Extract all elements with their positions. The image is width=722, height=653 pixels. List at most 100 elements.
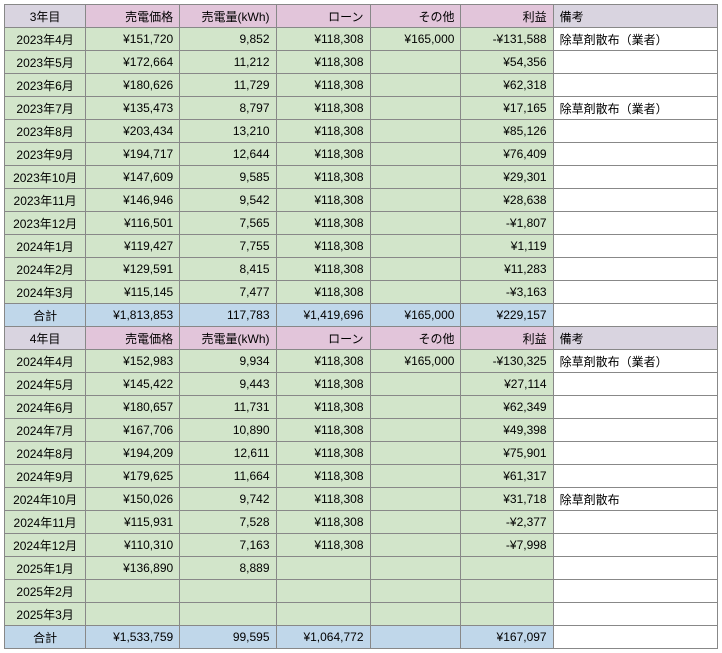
- col-header: 備考: [553, 327, 717, 350]
- cell: [370, 511, 461, 534]
- cell: ¥118,308: [276, 534, 370, 557]
- cell: ¥115,931: [86, 511, 180, 534]
- cell: -¥1,807: [461, 212, 553, 235]
- cell: [370, 281, 461, 304]
- cell: 11,729: [180, 74, 276, 97]
- data-row: 2024年6月¥180,65711,731¥118,308¥62,349: [5, 396, 718, 419]
- data-row: 2025年3月: [5, 603, 718, 626]
- cell: [370, 603, 461, 626]
- cell: [370, 373, 461, 396]
- cell: [553, 258, 717, 281]
- cell: 7,528: [180, 511, 276, 534]
- subtotal-cell: [553, 626, 717, 649]
- cell: ¥172,664: [86, 51, 180, 74]
- cell: ¥118,308: [276, 511, 370, 534]
- cell: 2025年3月: [5, 603, 86, 626]
- cell: [553, 281, 717, 304]
- cell: ¥118,308: [276, 396, 370, 419]
- cell: [553, 465, 717, 488]
- subtotal-cell: ¥1,419,696: [276, 304, 370, 327]
- col-header: 売電価格: [86, 327, 180, 350]
- col-header: ローン: [276, 327, 370, 350]
- cell: 2024年5月: [5, 373, 86, 396]
- cell: [370, 51, 461, 74]
- cell: [180, 580, 276, 603]
- cell: 9,852: [180, 28, 276, 51]
- cell: 2024年11月: [5, 511, 86, 534]
- cell: [370, 465, 461, 488]
- subtotal-cell: [553, 304, 717, 327]
- cell: 9,542: [180, 189, 276, 212]
- cell: ¥118,308: [276, 465, 370, 488]
- cell: ¥180,626: [86, 74, 180, 97]
- cell: 2025年1月: [5, 557, 86, 580]
- cell: 除草剤散布: [553, 488, 717, 511]
- cell: 9,934: [180, 350, 276, 373]
- cell: [370, 488, 461, 511]
- cell: 7,565: [180, 212, 276, 235]
- subtotal-cell: [370, 626, 461, 649]
- cell: ¥129,591: [86, 258, 180, 281]
- cell: -¥7,998: [461, 534, 553, 557]
- cell: 2024年2月: [5, 258, 86, 281]
- subtotal-cell: ¥1,064,772: [276, 626, 370, 649]
- cell: [553, 212, 717, 235]
- data-row: 2023年9月¥194,71712,644¥118,308¥76,409: [5, 143, 718, 166]
- cell: ¥118,308: [276, 373, 370, 396]
- cell: [276, 580, 370, 603]
- cell: ¥167,706: [86, 419, 180, 442]
- cell: ¥118,308: [276, 419, 370, 442]
- cell: 11,731: [180, 396, 276, 419]
- cell: ¥76,409: [461, 143, 553, 166]
- cell: ¥54,356: [461, 51, 553, 74]
- cell: 11,212: [180, 51, 276, 74]
- col-header: 売電量(kWh): [180, 327, 276, 350]
- cell: 除草剤散布（業者）: [553, 97, 717, 120]
- cell: 7,477: [180, 281, 276, 304]
- cell: 2023年11月: [5, 189, 86, 212]
- data-row: 2025年2月: [5, 580, 718, 603]
- cell: 2024年8月: [5, 442, 86, 465]
- cell: ¥118,308: [276, 143, 370, 166]
- cell: ¥110,310: [86, 534, 180, 557]
- cell: [553, 143, 717, 166]
- data-row: 2023年8月¥203,43413,210¥118,308¥85,126: [5, 120, 718, 143]
- cell: 7,163: [180, 534, 276, 557]
- cell: [553, 603, 717, 626]
- cell: 2025年2月: [5, 580, 86, 603]
- cell: ¥118,308: [276, 166, 370, 189]
- cell: 8,415: [180, 258, 276, 281]
- data-row: 2023年12月¥116,5017,565¥118,308-¥1,807: [5, 212, 718, 235]
- cell: [276, 603, 370, 626]
- cell: 2023年6月: [5, 74, 86, 97]
- cell: 除草剤散布（業者）: [553, 28, 717, 51]
- cell: [461, 603, 553, 626]
- cell: [553, 166, 717, 189]
- cell: ¥165,000: [370, 350, 461, 373]
- cell: ¥118,308: [276, 28, 370, 51]
- cell: 12,611: [180, 442, 276, 465]
- cell: [370, 166, 461, 189]
- cell: ¥180,657: [86, 396, 180, 419]
- cell: [370, 258, 461, 281]
- cell: ¥62,318: [461, 74, 553, 97]
- data-row: 2024年4月¥152,9839,934¥118,308¥165,000-¥13…: [5, 350, 718, 373]
- cell: 2023年4月: [5, 28, 86, 51]
- cell: 7,755: [180, 235, 276, 258]
- cell: 13,210: [180, 120, 276, 143]
- cell: ¥118,308: [276, 350, 370, 373]
- cell: ¥62,349: [461, 396, 553, 419]
- subtotal-cell: ¥1,533,759: [86, 626, 180, 649]
- cell: ¥29,301: [461, 166, 553, 189]
- cell: ¥116,501: [86, 212, 180, 235]
- cell: ¥152,983: [86, 350, 180, 373]
- data-row: 2023年6月¥180,62611,729¥118,308¥62,318: [5, 74, 718, 97]
- cell: [370, 442, 461, 465]
- cell: ¥118,308: [276, 212, 370, 235]
- cell: [553, 396, 717, 419]
- cell: [370, 235, 461, 258]
- cell: [370, 580, 461, 603]
- data-row: 2024年3月¥115,1457,477¥118,308-¥3,163: [5, 281, 718, 304]
- cell: ¥17,165: [461, 97, 553, 120]
- col-header: 売電量(kWh): [180, 5, 276, 28]
